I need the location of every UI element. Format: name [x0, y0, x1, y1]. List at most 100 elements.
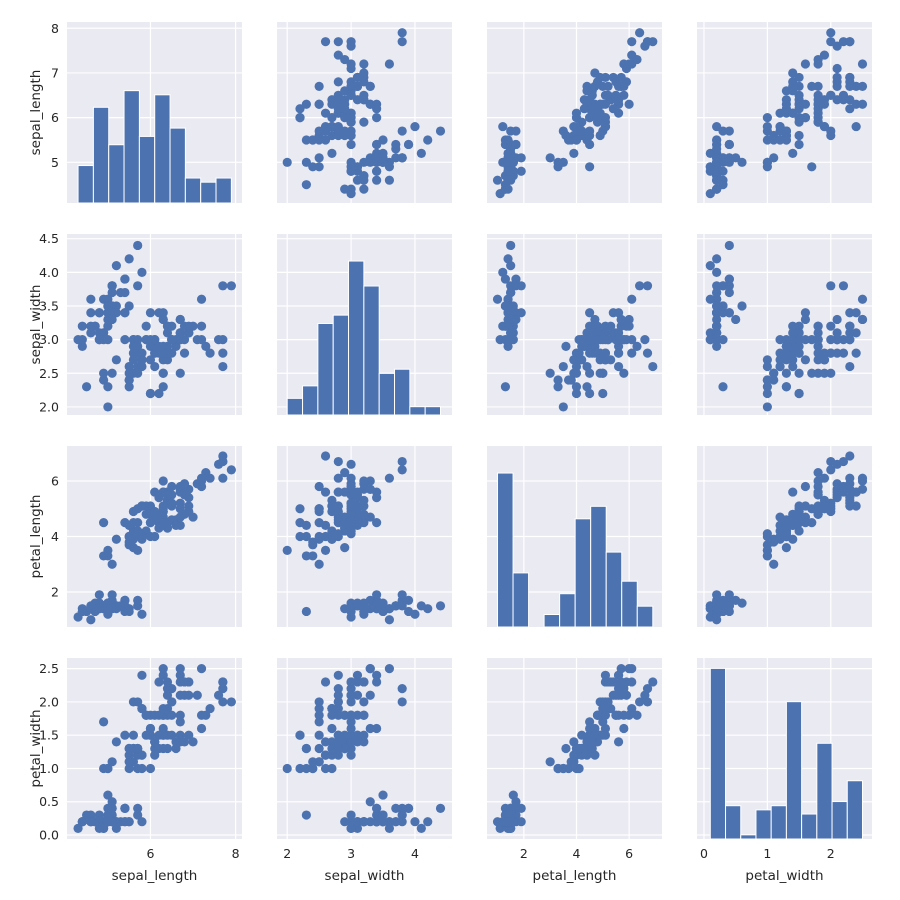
scatter-point — [794, 348, 804, 358]
scatter-point — [397, 803, 407, 813]
y-tick-label: 0.0 — [39, 828, 59, 843]
subplot-petal_length-vs-petal_width — [697, 446, 872, 627]
scatter-point — [111, 355, 121, 365]
scatter-point — [845, 328, 855, 338]
scatter-point — [718, 166, 728, 176]
scatter-point — [145, 355, 156, 365]
scatter-point — [320, 763, 331, 774]
scatter-point — [365, 664, 375, 674]
scatter-point — [314, 99, 324, 109]
scatter-point — [301, 551, 311, 561]
scatter-point — [301, 99, 311, 109]
scatter-point — [314, 757, 324, 767]
scatter-point — [124, 540, 134, 550]
scatter-point — [642, 348, 653, 358]
scatter-point — [333, 670, 343, 680]
scatter-point — [819, 99, 830, 109]
scatter-point — [320, 121, 331, 132]
scatter-point — [196, 710, 207, 720]
scatter-point — [416, 823, 426, 833]
scatter-point — [103, 321, 113, 331]
scatter-point — [640, 335, 650, 345]
scatter-point — [712, 604, 722, 614]
scatter-point — [365, 99, 375, 109]
scatter-point — [498, 121, 508, 132]
scatter-point — [857, 314, 868, 325]
scatter-point — [346, 501, 356, 511]
scatter-point — [598, 388, 608, 399]
scatter-point — [111, 301, 121, 311]
scatter-point — [813, 341, 823, 351]
scatter-point — [582, 382, 592, 392]
scatter-point — [333, 501, 343, 511]
scatter-point — [352, 710, 363, 720]
scatter-point — [838, 37, 849, 47]
scatter-point — [141, 335, 151, 345]
scatter-point — [120, 274, 130, 284]
scatter-point — [308, 540, 318, 550]
y-tick-label: 1.5 — [39, 728, 59, 743]
scatter-point — [124, 382, 134, 392]
scatter-point — [506, 144, 516, 154]
scatter-point — [120, 730, 130, 740]
scatter-point — [712, 184, 722, 194]
scatter-point — [346, 604, 356, 614]
scatter-point — [346, 509, 356, 519]
scatter-point — [558, 402, 568, 412]
scatter-point — [378, 157, 388, 167]
scatter-point — [103, 817, 113, 827]
scatter-point — [603, 697, 613, 707]
scatter-point — [103, 790, 113, 800]
scatter-point — [346, 684, 356, 694]
scatter-point — [301, 157, 311, 167]
scatter-point — [301, 135, 311, 145]
scatter-point — [397, 817, 407, 827]
scatter-point — [103, 551, 113, 561]
scatter-point — [340, 54, 350, 65]
scatter-point — [832, 348, 842, 358]
scatter-point — [563, 763, 574, 774]
scatter-point — [826, 90, 836, 100]
scatter-point — [188, 737, 198, 747]
scatter-point — [731, 314, 741, 325]
scatter-point — [133, 529, 143, 539]
scatter-point — [781, 382, 792, 392]
scatter-point — [94, 810, 104, 820]
x-tick-label: 4 — [572, 846, 580, 861]
scatter-point — [571, 382, 582, 392]
scatter-point — [295, 104, 305, 114]
scatter-point — [403, 606, 414, 617]
scatter-point — [838, 335, 849, 345]
scatter-point — [346, 823, 356, 833]
scatter-point — [585, 723, 595, 734]
subplot-sepal_width-vs-petal_length — [487, 234, 662, 415]
scatter-point — [154, 677, 164, 687]
scatter-point — [857, 473, 868, 483]
y-tick-label: 2.5 — [39, 366, 59, 381]
scatter-point — [516, 153, 526, 163]
scatter-point — [600, 335, 611, 345]
scatter-point — [585, 162, 595, 172]
histogram-bar — [302, 385, 319, 416]
scatter-point — [162, 677, 173, 687]
scatter-point — [320, 545, 331, 555]
scatter-point — [346, 117, 356, 127]
scatter-point — [218, 697, 228, 707]
scatter-point — [175, 690, 185, 700]
scatter-point — [384, 175, 395, 185]
scatter-point — [133, 803, 143, 813]
scatter-point — [800, 481, 811, 492]
scatter-point — [327, 763, 337, 774]
scatter-point — [813, 117, 823, 127]
scatter-point — [769, 375, 779, 385]
scatter-point — [705, 328, 715, 338]
scatter-point — [365, 723, 375, 734]
scatter-point — [107, 287, 117, 298]
scatter-point — [333, 684, 343, 694]
scatter-point — [171, 737, 181, 747]
scatter-point — [574, 763, 584, 774]
scatter-point — [762, 126, 772, 136]
scatter-point — [137, 817, 147, 827]
scatter-point — [600, 72, 611, 83]
scatter-point — [819, 348, 830, 358]
